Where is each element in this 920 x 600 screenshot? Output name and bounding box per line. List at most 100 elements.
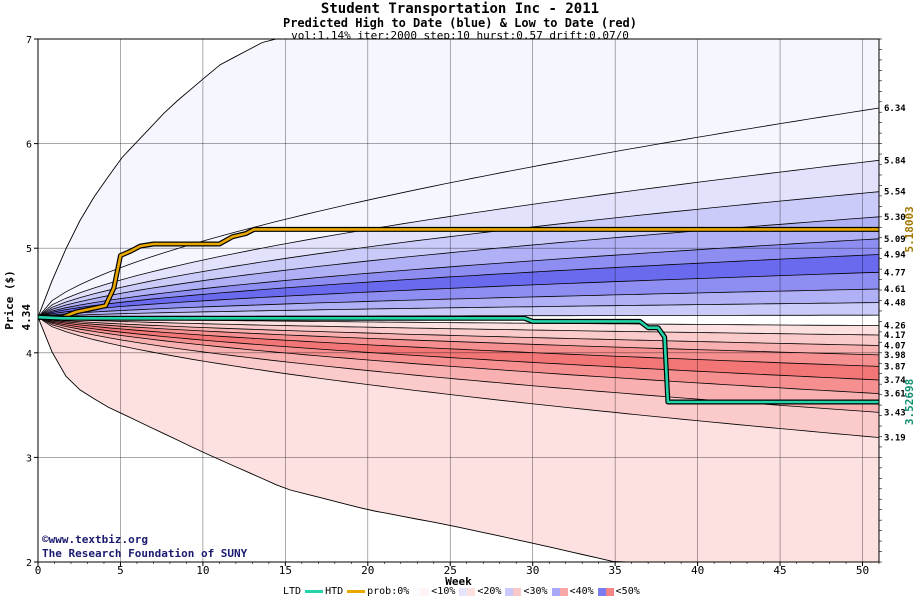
blue-band-9 [38,302,879,318]
quantile-labels: 6.34 5.84 5.54 5.30 5.09 4.94 4.77 4.61 4.48 4.26… [884,104,916,443]
blue-band-7 [38,272,879,318]
organization-text: The Research Foundation of SUNY [42,547,248,560]
blue-band-8 [38,289,879,318]
low-quantile-label-5: 3.74 [884,376,906,386]
probability-bands [38,39,879,562]
red-band-4 [38,317,879,380]
x-tick-label-40: 40 [691,564,704,577]
high-quantile-label-0: 6.34 [884,104,906,114]
y-tick-label-5: 5 [26,244,32,255]
x-tick-label-5: 5 [117,564,124,577]
legend-30-label: <30% [523,586,548,597]
ltd-final-label: 3.52698 [903,379,916,425]
chart-footer: ©www.textbiz.org The Research Foundation… [42,533,247,561]
low-quantile-label-3: 3.98 [884,351,906,361]
red-band-0 [38,317,879,335]
x-tick-label-50: 50 [856,564,869,577]
red-band-1 [38,317,879,346]
quantile-lines [37,38,880,563]
legend-swatch-0 [413,587,430,596]
chart-title: Student Transportation Inc - 2011 [320,1,600,17]
high-quantile-label-6: 4.77 [884,268,906,278]
legend-htd-swatch [347,590,366,593]
high-quantile-line-4 [37,238,880,318]
legend-prob-label: prob:0% [367,586,410,597]
high-quantile-label-7: 4.61 [884,285,906,295]
y-tick-label-6: 6 [26,140,32,151]
high-quantile-label-2: 5.54 [884,188,906,198]
x-tick-label-35: 35 [609,564,622,577]
low-quantile-label-1: 4.17 [884,331,906,341]
y-tick-label-4: 4 [26,349,32,360]
high-quantile-label-9: 4.26 [884,322,906,332]
red-band-8 [38,317,879,562]
blue-band-5 [38,238,879,318]
blue-band-6 [38,254,879,318]
low-quantile-line-4 [37,316,880,367]
x-tick-label-25: 25 [444,564,457,577]
low-quantile-label-2: 4.07 [884,341,906,351]
high-quantile-line-6 [37,271,880,318]
htd-final-label: 5.18003 [903,206,916,252]
chart-subtitle: Predicted High to Date (blue) & Low to D… [282,16,637,30]
blue-band-2 [38,160,879,318]
low-quantile-line-3 [37,316,880,356]
x-tick-label-10: 10 [196,564,209,577]
red-band-2 [38,317,879,355]
low-quantile-line-6 [37,316,880,394]
y-tick-label-7: 7 [26,35,32,46]
high-quantile-line-0 [37,107,880,318]
legend-10-label: <10% [431,586,456,597]
red-band-7 [38,317,879,438]
legend-ltd-label: LTD [283,586,302,597]
x-tick-label-0: 0 [35,564,42,577]
blue-band-0 [38,39,879,318]
low-quantile-label-4: 3.87 [884,362,906,372]
low-quantile-label-7: 3.43 [884,408,906,418]
high-quantile-label-3: 5.30 [884,213,906,223]
high-quantile-line-5 [37,254,880,318]
legend-20-label: <20% [477,586,502,597]
blue-band-3 [38,191,879,318]
blue-band-4 [38,216,879,318]
start-price-label: 4.34 [20,304,33,331]
legend-swatch-20 [505,587,522,596]
high-quantile-label-8: 4.48 [884,299,906,309]
y-axis-label: Price ($) [3,270,16,330]
chart-legend: LTD HTD prob:0% <10% <20% <30% <40% <50% [283,586,642,597]
y-tick-label-2: 2 [26,558,32,569]
x-axis-label: Week [445,575,472,588]
blue-band-1 [38,108,879,318]
legend-htd-label: HTD [325,586,344,597]
low-quantile-line-2 [37,316,880,346]
x-tick-label-15: 15 [279,564,292,577]
y-tick-label-3: 3 [26,453,32,464]
low-to-date-line [37,315,879,404]
legend-swatch-40 [597,587,614,596]
x-tick-label-30: 30 [526,564,539,577]
high-quantile-label-5: 4.94 [884,250,906,260]
legend-40-label: <40% [569,586,594,597]
high-quantile-line-8 [37,302,880,318]
high-quantile-line-1 [37,159,880,318]
high-quantile-line-7 [37,288,880,318]
legend-swatch-30 [551,587,568,596]
low-quantile-line-8 [37,316,880,438]
legend-swatch-10 [459,587,476,596]
to-date-lines [37,226,879,405]
legend-50-label: <50% [615,586,640,597]
high-quantile-label-1: 5.84 [884,156,906,166]
x-tick-label-20: 20 [361,564,374,577]
legend-ltd-swatch [305,590,324,593]
low-quantile-line-1 [37,316,880,336]
high-quantile-label-4: 5.09 [884,235,906,245]
low-quantile-label-8: 3.19 [884,434,906,444]
high-to-date-line [38,228,879,319]
high-quantile-line-2 [37,191,880,318]
copyright-text: ©www.textbiz.org [42,533,148,546]
low-quantile-label-6: 3.61 [884,390,906,400]
x-tick-label-45: 45 [773,564,786,577]
low-quantile-line-5 [37,316,880,381]
